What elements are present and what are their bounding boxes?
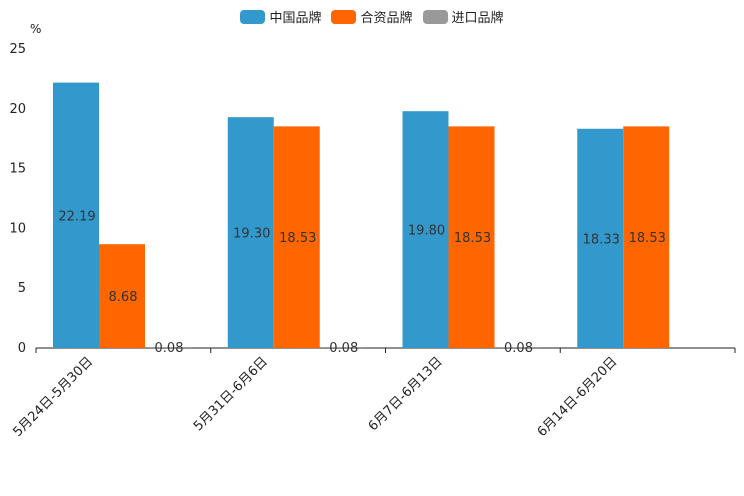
bar (448, 126, 495, 349)
data-label: 8.68 (109, 290, 138, 305)
bar (53, 82, 99, 348)
data-label: 0.08 (504, 341, 533, 356)
y-tick-label: 10 (9, 221, 26, 236)
data-label: 19.80 (408, 224, 445, 239)
x-tick-label: 6月14日-6月20日 (535, 354, 621, 440)
data-label: 19.30 (233, 227, 270, 242)
bar (273, 126, 320, 349)
data-label: 18.53 (454, 231, 491, 246)
data-label: 0.08 (155, 341, 184, 356)
legend-swatch-joint-venture (331, 9, 357, 24)
data-label: 18.53 (629, 231, 666, 246)
y-axis-unit: % (30, 22, 42, 36)
legend-swatch-china (240, 9, 266, 24)
legend-swatch-import (422, 9, 448, 24)
bar (494, 347, 541, 348)
legend-label-import: 进口品牌 (451, 11, 504, 26)
y-tick-label: 25 (9, 42, 26, 57)
y-tick-label: 15 (9, 162, 26, 177)
bar (145, 347, 191, 348)
y-tick-label: 0 (18, 341, 26, 356)
data-label: 18.53 (279, 231, 316, 246)
bar (99, 244, 145, 348)
legend-item-import[interactable]: 进口品牌 (422, 7, 504, 26)
x-tick-label: 6月7日-6月13日 (366, 354, 446, 434)
legend-item-joint-venture[interactable]: 合资品牌 (331, 7, 413, 26)
legend-label-china: 中国品牌 (269, 11, 322, 26)
data-label: 18.33 (583, 232, 620, 247)
bar (319, 347, 366, 348)
bar (577, 128, 624, 348)
bar (402, 111, 449, 348)
bar (623, 126, 670, 349)
y-tick-label: 5 (18, 281, 26, 296)
legend-label-joint-venture: 合资品牌 (360, 11, 413, 26)
bar (227, 117, 274, 348)
y-tick-label: 20 (9, 102, 26, 117)
data-label: 22.19 (58, 209, 95, 224)
legend: 中国品牌 合资品牌 进口品牌 (0, 7, 744, 26)
data-label: 0.08 (329, 341, 358, 356)
x-tick-label: 5月24日-5月30日 (10, 354, 96, 440)
legend-item-china[interactable]: 中国品牌 (240, 7, 321, 26)
x-tick-label: 5月31日-6月6日 (191, 354, 271, 434)
